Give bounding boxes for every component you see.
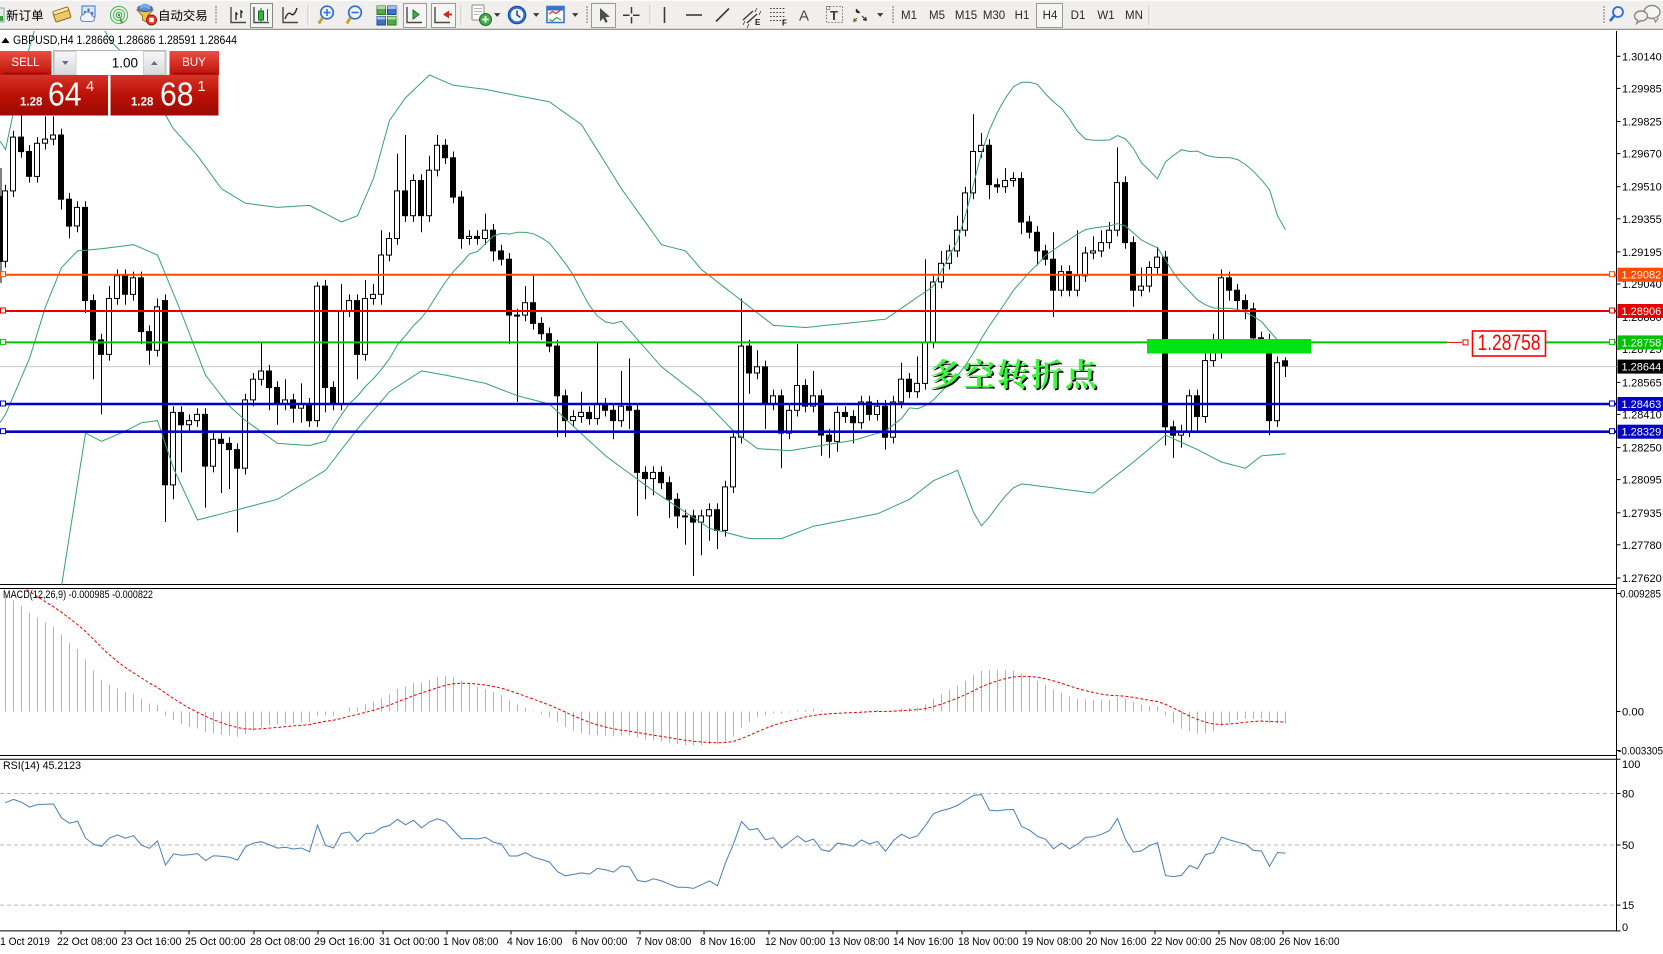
svg-text:19 Nov 08:00: 19 Nov 08:00 xyxy=(1022,936,1083,948)
svg-text:BUY: BUY xyxy=(182,57,206,69)
svg-text:M30: M30 xyxy=(983,10,1005,22)
svg-text:15: 15 xyxy=(1622,900,1634,912)
svg-text:1.00: 1.00 xyxy=(112,56,138,71)
svg-text:F: F xyxy=(782,19,787,28)
svg-text:1.30140: 1.30140 xyxy=(1622,51,1662,63)
svg-text:H1: H1 xyxy=(1015,10,1030,22)
svg-text:13 Nov 08:00: 13 Nov 08:00 xyxy=(829,936,890,948)
svg-text:23 Oct 16:00: 23 Oct 16:00 xyxy=(121,936,182,948)
svg-text:22 Oct 08:00: 22 Oct 08:00 xyxy=(57,936,118,948)
svg-text:1.27780: 1.27780 xyxy=(1622,540,1662,552)
svg-text:14 Nov 16:00: 14 Nov 16:00 xyxy=(893,936,954,948)
svg-text:7 Nov 08:00: 7 Nov 08:00 xyxy=(636,936,691,948)
svg-text:1.29670: 1.29670 xyxy=(1622,149,1662,161)
svg-text:0.009285: 0.009285 xyxy=(1620,589,1661,601)
svg-text:1.28329: 1.28329 xyxy=(1622,427,1662,439)
svg-text:1.28: 1.28 xyxy=(131,97,154,109)
svg-text:H4: H4 xyxy=(1043,10,1058,22)
svg-text:M1: M1 xyxy=(901,10,917,22)
svg-text:M5: M5 xyxy=(929,10,945,22)
svg-text:80: 80 xyxy=(1622,789,1634,801)
svg-text:RSI(14) 45.2123: RSI(14) 45.2123 xyxy=(3,760,81,772)
svg-text:18 Nov 00:00: 18 Nov 00:00 xyxy=(958,936,1019,948)
svg-text:1.29040: 1.29040 xyxy=(1622,279,1662,291)
svg-text:50: 50 xyxy=(1622,840,1634,852)
svg-text:1.28758: 1.28758 xyxy=(1478,330,1541,355)
svg-text:31 Oct 00:00: 31 Oct 00:00 xyxy=(379,936,440,948)
svg-text:T: T xyxy=(830,8,838,23)
svg-text:1: 1 xyxy=(198,79,206,95)
svg-text:1.28410: 1.28410 xyxy=(1622,409,1662,421)
svg-text:1.29195: 1.29195 xyxy=(1622,247,1662,259)
svg-text:8 Nov 16:00: 8 Nov 16:00 xyxy=(700,936,755,948)
svg-text:25 Nov 08:00: 25 Nov 08:00 xyxy=(1215,936,1276,948)
svg-text:12 Nov 00:00: 12 Nov 00:00 xyxy=(765,936,826,948)
svg-text:1.28565: 1.28565 xyxy=(1622,377,1662,389)
svg-text:1.29985: 1.29985 xyxy=(1622,83,1662,95)
svg-text:1.29825: 1.29825 xyxy=(1622,117,1662,129)
svg-text:MACD(12,26,9) -0.000985 -0.000: MACD(12,26,9) -0.000985 -0.000822 xyxy=(3,589,153,601)
svg-text:4 Nov 16:00: 4 Nov 16:00 xyxy=(507,936,562,948)
svg-text:22 Nov 00:00: 22 Nov 00:00 xyxy=(1151,936,1212,948)
svg-text:20 Nov 16:00: 20 Nov 16:00 xyxy=(1086,936,1147,948)
svg-text:68: 68 xyxy=(160,76,194,113)
svg-text:0: 0 xyxy=(1622,922,1628,934)
svg-text:GBPUSD,H4 1.28669 1.28686 1.2: GBPUSD,H4 1.28669 1.28686 1.28591 1.2864… xyxy=(13,35,238,47)
svg-text:1.29082: 1.29082 xyxy=(1622,270,1662,282)
svg-text:4: 4 xyxy=(86,79,94,95)
svg-text:MN: MN xyxy=(1125,10,1143,22)
svg-text:1.27620: 1.27620 xyxy=(1622,573,1662,585)
svg-text:E: E xyxy=(755,18,761,27)
svg-text:W1: W1 xyxy=(1097,10,1114,22)
svg-text:1.28095: 1.28095 xyxy=(1622,475,1662,487)
svg-text:D1: D1 xyxy=(1071,10,1086,22)
svg-text:1 Nov 08:00: 1 Nov 08:00 xyxy=(443,936,498,948)
svg-text:100: 100 xyxy=(1622,759,1640,771)
svg-text:25 Oct 00:00: 25 Oct 00:00 xyxy=(185,936,246,948)
svg-text:-0.003305: -0.003305 xyxy=(1618,746,1663,758)
svg-text:6 Nov 00:00: 6 Nov 00:00 xyxy=(572,936,627,948)
svg-text:A: A xyxy=(799,8,809,25)
svg-text:1.28: 1.28 xyxy=(20,97,43,109)
svg-text:SELL: SELL xyxy=(11,57,40,69)
svg-text:1.27935: 1.27935 xyxy=(1622,508,1662,520)
svg-text:29 Oct 16:00: 29 Oct 16:00 xyxy=(314,936,375,948)
svg-text:26 Nov 16:00: 26 Nov 16:00 xyxy=(1279,936,1340,948)
svg-text:1.28906: 1.28906 xyxy=(1622,306,1662,318)
svg-text:1.28463: 1.28463 xyxy=(1622,399,1662,411)
svg-text:1.28758: 1.28758 xyxy=(1622,337,1662,349)
svg-text:64: 64 xyxy=(48,76,82,113)
svg-text:0.00: 0.00 xyxy=(1622,707,1644,719)
svg-text:28 Oct 08:00: 28 Oct 08:00 xyxy=(250,936,311,948)
svg-text:1.28644: 1.28644 xyxy=(1622,362,1662,374)
svg-text:1.29355: 1.29355 xyxy=(1622,214,1662,226)
svg-text:21 Oct 2019: 21 Oct 2019 xyxy=(0,936,50,948)
svg-text:1.29510: 1.29510 xyxy=(1622,182,1662,194)
svg-text:1.28250: 1.28250 xyxy=(1622,443,1662,455)
svg-text:M15: M15 xyxy=(955,10,977,22)
